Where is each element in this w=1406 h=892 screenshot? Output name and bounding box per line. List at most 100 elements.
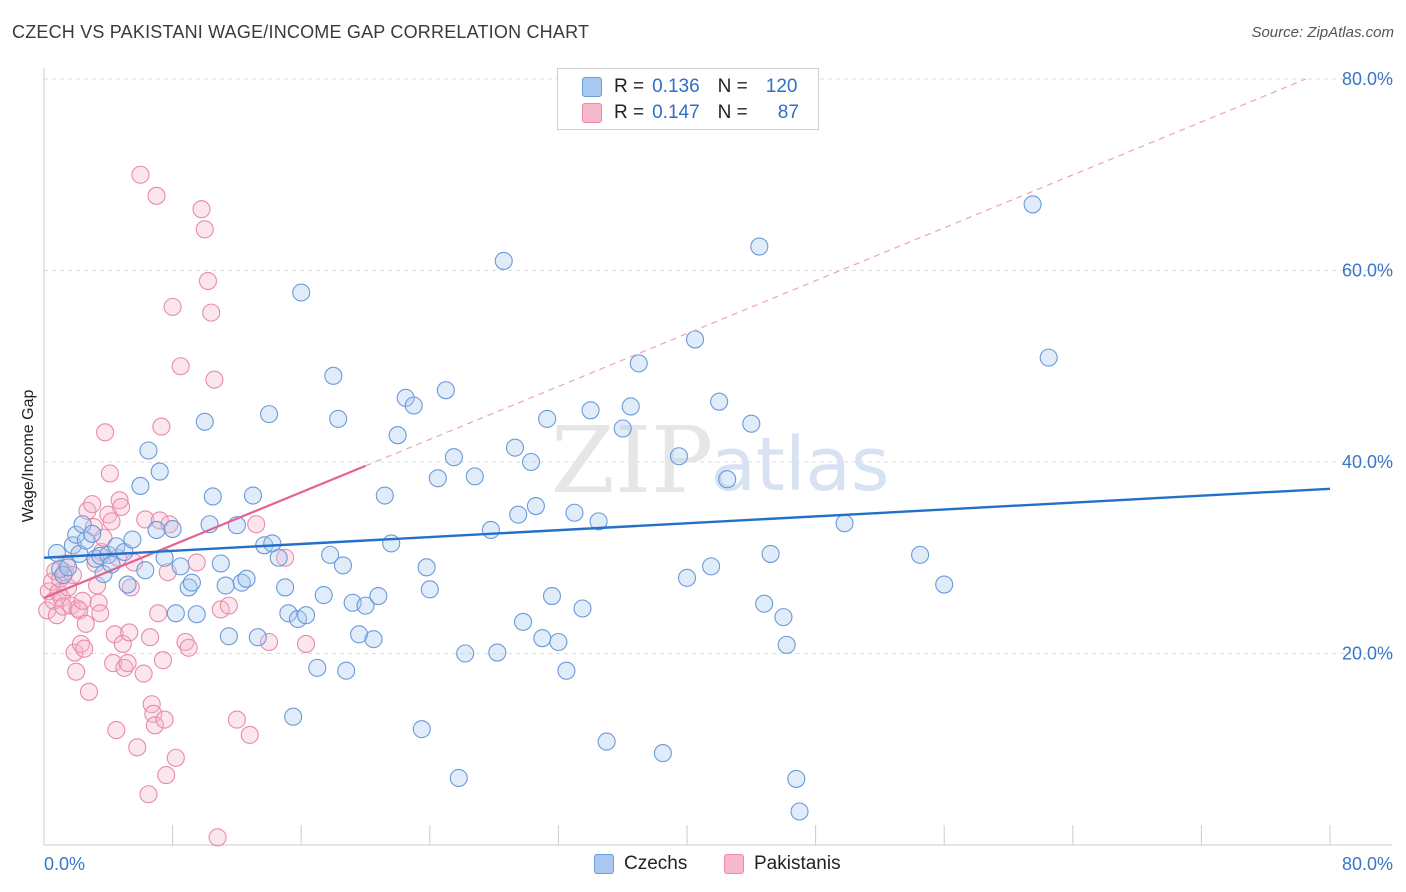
czechs-point — [549, 632, 568, 652]
czechs-point — [935, 575, 954, 594]
czechs-point — [147, 520, 166, 540]
watermark-atlas: atlas — [711, 422, 890, 508]
pakistanis-point — [131, 165, 150, 184]
pakistanis-n-label: N = — [717, 102, 748, 123]
czechs-point — [216, 576, 235, 595]
pakistanis-point — [83, 495, 102, 514]
czechs-point — [494, 251, 513, 270]
czechs-point — [750, 237, 769, 256]
pakistanis-point — [176, 632, 195, 652]
czechs-point — [248, 628, 267, 647]
pakistanis-point — [219, 596, 238, 615]
czechs-point — [428, 469, 447, 488]
czechs-point — [589, 512, 608, 531]
pakistanis-point — [75, 639, 94, 658]
pakistanis-point — [153, 651, 173, 670]
czechs-r-label: R = — [614, 76, 645, 97]
czechs-point — [314, 586, 333, 605]
czechs-point — [444, 448, 463, 467]
czechs-point — [465, 467, 484, 486]
pakistanis-point — [115, 658, 134, 677]
pakistanis-point — [157, 766, 176, 785]
pakistanis-point — [276, 548, 295, 567]
pakistanis-r-label: R = — [614, 102, 645, 123]
pakistanis-point — [144, 704, 163, 723]
czechs-point — [243, 486, 263, 505]
czechs-point — [337, 661, 356, 680]
pakistanis-point — [128, 738, 147, 757]
trend-lines — [43, 78, 1331, 599]
czechs-point — [321, 545, 340, 564]
pakistanis-point — [150, 511, 169, 530]
pakistanis-n-value: 87 — [777, 102, 799, 123]
czechs-point — [195, 412, 214, 431]
czechs-point — [505, 438, 525, 457]
pakistanis-point — [118, 654, 137, 673]
pakistanis-point — [136, 510, 155, 529]
y-tick-label: 40.0% — [1342, 452, 1393, 472]
czechs-point — [118, 575, 137, 594]
czechs-point — [364, 630, 383, 649]
czechs-point — [449, 768, 468, 788]
pakistanis-point — [110, 491, 129, 510]
pakistanis-point — [112, 497, 131, 517]
pakistanis-point — [104, 654, 123, 673]
czechs-point — [573, 599, 592, 618]
pakistanis-point — [192, 200, 211, 219]
pakistanis-point — [166, 748, 185, 767]
czechs-point — [171, 557, 190, 576]
czechs-point — [677, 568, 697, 587]
pakistanis-point — [76, 614, 95, 633]
pakistanis-point — [73, 591, 92, 610]
legend-row-pakistanis: R = 0.147 N = 87 — [582, 101, 799, 125]
czechs-point — [276, 578, 295, 597]
czechs-point — [404, 396, 423, 415]
czechs-trend-line — [43, 487, 1331, 559]
legend-item-czechs[interactable]: Czechs — [594, 851, 687, 877]
pakistanis-point — [155, 710, 174, 729]
czechs-point — [182, 573, 201, 592]
chart-title: CZECH VS PAKISTANI WAGE/INCOME GAP CORRE… — [12, 22, 590, 42]
czechs-point — [187, 605, 206, 624]
czechs-point — [456, 644, 475, 663]
czechs-point — [613, 419, 632, 438]
czechs-point — [163, 519, 182, 539]
czechs-point — [123, 530, 142, 549]
czechs-point — [203, 487, 222, 506]
source-label: Source: ZipAtlas.com — [1251, 24, 1394, 41]
czechs-point — [269, 548, 288, 567]
pakistanis-point — [198, 271, 218, 291]
pakistanis-point — [163, 297, 182, 316]
pakistanis-point — [247, 515, 266, 534]
czechs-point — [382, 534, 401, 553]
czechs-point — [777, 635, 796, 654]
czechs-point — [542, 586, 562, 606]
czechs-point — [324, 366, 343, 385]
czechs-point — [308, 658, 327, 677]
pakistanis-point — [94, 528, 113, 547]
pakistanis-point — [187, 553, 206, 572]
czechs-point — [653, 744, 672, 763]
legend-item-pakistanis[interactable]: Pakistanis — [724, 851, 841, 877]
czechs-point — [718, 470, 737, 489]
pakistanis-point — [259, 632, 279, 652]
pakistanis-point — [79, 682, 99, 701]
czechs-point — [150, 462, 169, 481]
czechs-point — [481, 520, 500, 540]
x-tick-label: 80.0% — [1342, 854, 1393, 874]
y-tick-label: 20.0% — [1342, 644, 1393, 664]
grid-layer — [44, 78, 1392, 654]
czechs-point — [702, 557, 721, 576]
czechs-point — [329, 409, 348, 428]
pakistanis-point — [141, 628, 160, 647]
czechs-point — [211, 554, 230, 573]
czechs-point — [417, 558, 436, 577]
pakistanis-r-value: 0.147 — [652, 102, 700, 123]
axes-layer — [43, 68, 1392, 846]
czechs-point — [557, 661, 576, 680]
pakistanis-points — [38, 165, 316, 847]
czechs-r-value: 0.136 — [652, 76, 700, 97]
czechs-point — [279, 604, 298, 623]
czechs-point — [219, 627, 238, 646]
